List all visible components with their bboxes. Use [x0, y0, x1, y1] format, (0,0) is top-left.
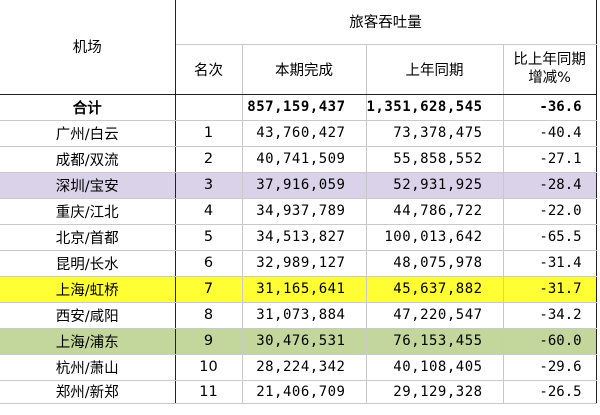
airport-cell: 昆明/长水 — [0, 250, 176, 277]
table-row: 北京/首都 5 34,513,827 100,013,642 -65.5 — [0, 224, 597, 251]
rank-cell: 11 — [175, 380, 243, 404]
airport-cell: 北京/首都 — [0, 224, 176, 251]
airport-cell: 上海/浦东 — [0, 328, 176, 355]
airport-cell: 杭州/萧山 — [0, 354, 176, 381]
rank-cell: 5 — [175, 224, 243, 251]
change-cell: -40.4 — [503, 120, 597, 147]
last-year-cell: 44,786,722 — [366, 198, 504, 225]
change-cell: -26.5 — [503, 380, 597, 404]
total-change: -36.6 — [503, 94, 597, 121]
current-cell: 30,476,531 — [242, 328, 367, 355]
change-cell: -65.5 — [503, 224, 597, 251]
change-cell: -28.4 — [503, 172, 597, 199]
total-label: 合计 — [0, 94, 176, 121]
airport-cell: 成都/双流 — [0, 146, 176, 173]
table-row: 上海/浦东 9 30,476,531 76,153,455 -60.0 — [0, 328, 597, 355]
rank-cell: 9 — [175, 328, 243, 355]
rank-cell: 1 — [175, 120, 243, 147]
change-header-line2: 增减% — [528, 70, 571, 86]
last-year-cell: 76,153,455 — [366, 328, 504, 355]
table-row: 深圳/宝安 3 37,916,059 52,931,925 -28.4 — [0, 172, 597, 199]
rank-header: 名次 — [175, 44, 243, 95]
current-cell: 43,760,427 — [242, 120, 367, 147]
total-current: 857,159,437 — [242, 94, 367, 121]
last-year-cell: 55,858,552 — [366, 146, 504, 173]
last-year-cell: 73,378,475 — [366, 120, 504, 147]
table-row: 西安/咸阳 8 31,073,884 47,220,547 -34.2 — [0, 302, 597, 329]
last-year-cell: 40,108,405 — [366, 354, 504, 381]
airport-cell: 重庆/江北 — [0, 198, 176, 225]
total-rank — [175, 94, 243, 121]
airport-header: 机场 — [0, 0, 176, 95]
airport-cell: 上海/虹桥 — [0, 276, 176, 303]
table-row: 上海/虹桥 7 31,165,641 45,637,882 -31.7 — [0, 276, 597, 303]
last-year-cell: 100,013,642 — [366, 224, 504, 251]
change-cell: -34.2 — [503, 302, 597, 329]
last-year-header: 上年同期 — [366, 44, 504, 95]
current-cell: 21,406,709 — [242, 380, 367, 404]
airport-cell: 深圳/宝安 — [0, 172, 176, 199]
total-row: 合计 857,159,437 1,351,628,545 -36.6 — [0, 94, 597, 121]
data-table: 机场 旅客吞吐量 名次 本期完成 上年同期 比上年同期 增减% 合计 857,1… — [0, 0, 597, 404]
rank-cell: 10 — [175, 354, 243, 381]
change-cell: -27.1 — [503, 146, 597, 173]
table-row: 重庆/江北 4 34,937,789 44,786,722 -22.0 — [0, 198, 597, 225]
table-row: 郑州/新郑 11 21,406,709 29,129,328 -26.5 — [0, 380, 597, 404]
current-cell: 28,224,342 — [242, 354, 367, 381]
table-row: 昆明/长水 6 32,989,127 48,075,978 -31.4 — [0, 250, 597, 277]
current-cell: 40,741,509 — [242, 146, 367, 173]
table-row: 广州/白云 1 43,760,427 73,378,475 -40.4 — [0, 120, 597, 147]
airport-cell: 广州/白云 — [0, 120, 176, 147]
current-cell: 37,916,059 — [242, 172, 367, 199]
change-cell: -22.0 — [503, 198, 597, 225]
last-year-cell: 47,220,547 — [366, 302, 504, 329]
rank-cell: 2 — [175, 146, 243, 173]
last-year-cell: 48,075,978 — [366, 250, 504, 277]
airport-cell: 郑州/新郑 — [0, 380, 176, 404]
change-cell: -31.4 — [503, 250, 597, 277]
current-cell: 32,989,127 — [242, 250, 367, 277]
rank-cell: 4 — [175, 198, 243, 225]
rank-cell: 3 — [175, 172, 243, 199]
rank-cell: 7 — [175, 276, 243, 303]
change-cell: -60.0 — [503, 328, 597, 355]
current-cell: 34,937,789 — [242, 198, 367, 225]
rank-cell: 8 — [175, 302, 243, 329]
change-cell: -31.7 — [503, 276, 597, 303]
last-year-cell: 45,637,882 — [366, 276, 504, 303]
table-row: 成都/双流 2 40,741,509 55,858,552 -27.1 — [0, 146, 597, 173]
rank-cell: 6 — [175, 250, 243, 277]
throughput-header: 旅客吞吐量 — [175, 0, 597, 45]
table-row: 杭州/萧山 10 28,224,342 40,108,405 -29.6 — [0, 354, 597, 381]
change-header-line1: 比上年同期 — [513, 52, 586, 68]
current-cell: 34,513,827 — [242, 224, 367, 251]
last-year-cell: 29,129,328 — [366, 380, 504, 404]
current-cell: 31,073,884 — [242, 302, 367, 329]
change-header: 比上年同期 增减% — [503, 44, 597, 95]
current-header: 本期完成 — [242, 44, 367, 95]
last-year-cell: 52,931,925 — [366, 172, 504, 199]
airport-cell: 西安/咸阳 — [0, 302, 176, 329]
current-cell: 31,165,641 — [242, 276, 367, 303]
change-cell: -29.6 — [503, 354, 597, 381]
total-last-year: 1,351,628,545 — [366, 94, 504, 121]
